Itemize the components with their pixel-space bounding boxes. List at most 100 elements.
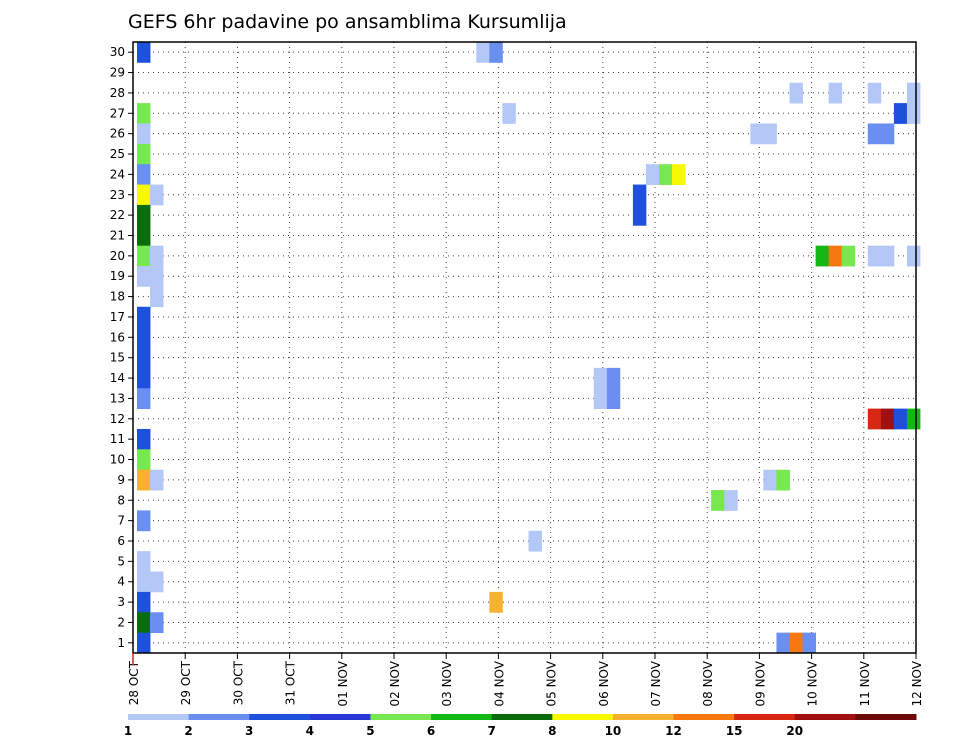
y-tick-label: 28 <box>110 86 125 100</box>
colorbar: 1 2 3 4 5 6 7 8 10 12 15 20 <box>124 714 917 738</box>
heatmap-cell <box>867 245 882 267</box>
colorbar-label: 8 <box>548 724 556 738</box>
y-tick-label: 25 <box>110 147 125 161</box>
chart-title: GEFS 6hr padavine po ansamblima Kursumli… <box>128 11 567 33</box>
heatmap-cell <box>137 571 151 593</box>
heatmap-cell <box>137 510 151 532</box>
heatmap-cell <box>880 245 895 267</box>
x-tick-label: 03 NOV <box>440 660 454 706</box>
heatmap-cell <box>867 123 882 145</box>
y-tick-label: 24 <box>110 167 125 181</box>
colorbar-label: 2 <box>184 724 192 738</box>
x-tick-label: 30 OCT <box>231 660 245 705</box>
heatmap-cells <box>137 42 921 654</box>
heatmap-cell <box>828 245 843 267</box>
colorbar-swatch <box>612 714 675 720</box>
y-tick-label: 20 <box>110 249 125 263</box>
heatmap-cell <box>137 143 151 165</box>
x-tick-label: 29 OCT <box>179 660 193 705</box>
heatmap-cell <box>645 164 660 185</box>
heatmap-cell <box>763 469 777 491</box>
y-tick-label: 30 <box>110 45 125 59</box>
colorbar-swatch <box>673 714 735 720</box>
heatmap-cell <box>776 632 790 654</box>
heatmap-cell <box>789 82 803 104</box>
heatmap-cell <box>489 591 503 613</box>
y-tick-label: 2 <box>117 615 125 629</box>
heatmap-cell <box>906 245 921 267</box>
y-tick-label: 23 <box>110 188 125 202</box>
y-tick-label: 3 <box>117 595 125 609</box>
heatmap-cell <box>137 388 151 409</box>
grid-lines <box>133 42 916 653</box>
x-tick-label: 11 NOV <box>858 660 872 706</box>
heatmap-cell <box>502 103 516 124</box>
heatmap-cell <box>593 367 608 389</box>
x-tick-label: 04 NOV <box>492 660 506 706</box>
y-tick-label: 17 <box>110 310 125 324</box>
heatmap-cell <box>137 367 151 389</box>
x-axis: 28 OCT 29 OCT 30 OCT 31 OCT 01 NOV 02 NOV 03 N… <box>127 653 924 707</box>
colorbar-label: 20 <box>786 724 803 738</box>
heatmap-cell <box>528 530 542 552</box>
x-tick-label: 05 NOV <box>545 660 559 706</box>
y-tick-label: 5 <box>117 554 125 568</box>
x-tick-label: 08 NOV <box>701 660 715 706</box>
y-tick-label: 10 <box>110 453 125 467</box>
y-tick-label: 12 <box>110 412 125 426</box>
heatmap-cell <box>137 632 151 654</box>
colorbar-swatch <box>128 714 190 720</box>
heatmap-cell <box>880 123 895 145</box>
y-tick-label: 16 <box>110 330 125 344</box>
heatmap-cell <box>489 42 503 63</box>
heatmap-cell <box>776 469 790 491</box>
heatmap-cell <box>137 449 151 471</box>
heatmap-cell <box>137 266 151 287</box>
colorbar-label: 5 <box>366 724 374 738</box>
heatmap-cell <box>137 42 151 63</box>
colorbar-swatch <box>491 714 553 720</box>
heatmap-cell <box>763 123 777 145</box>
heatmap-cell <box>137 612 151 634</box>
x-tick-label: 07 NOV <box>649 660 663 706</box>
y-axis: 1234567891011121314151617181920212223242… <box>110 45 133 650</box>
y-tick-label: 15 <box>110 351 125 365</box>
heatmap-cell <box>150 469 164 491</box>
x-tick-label: 02 NOV <box>388 660 402 706</box>
x-tick-label: 10 NOV <box>806 660 820 706</box>
colorbar-label: 4 <box>306 724 314 738</box>
heatmap-cell <box>906 82 921 104</box>
colorbar-swatch <box>370 714 432 720</box>
colorbar-swatch <box>552 714 614 720</box>
colorbar-swatch <box>249 714 311 720</box>
y-tick-label: 26 <box>110 127 125 141</box>
heatmap-cell <box>867 82 882 104</box>
heatmap-cell <box>815 245 830 267</box>
y-tick-label: 14 <box>110 371 125 385</box>
y-tick-label: 6 <box>117 534 125 548</box>
heatmap-cell <box>632 184 647 206</box>
x-tick-label: 09 NOV <box>753 660 767 706</box>
colorbar-swatch <box>734 714 796 720</box>
colorbar-swatch <box>309 714 371 720</box>
heatmap-cell <box>137 204 151 226</box>
heatmap-cell <box>137 245 151 267</box>
heatmap-cell <box>150 184 164 206</box>
heatmap-cell <box>476 42 490 63</box>
heatmap-cell <box>137 123 151 145</box>
heatmap-cell <box>137 469 151 491</box>
heatmap-cell <box>659 164 673 185</box>
colorbar-label: 3 <box>245 724 253 738</box>
y-tick-label: 19 <box>110 269 125 283</box>
colorbar-label: 10 <box>605 724 622 738</box>
heatmap-cell <box>711 490 725 511</box>
heatmap-cell <box>880 408 895 430</box>
y-tick-label: 7 <box>117 514 125 528</box>
heatmap-cell <box>906 103 921 124</box>
y-tick-label: 13 <box>110 391 125 405</box>
heatmap-cell <box>593 388 608 409</box>
heatmap-cell <box>606 367 621 389</box>
y-tick-label: 21 <box>110 228 125 242</box>
heatmap-cell <box>150 286 164 308</box>
x-tick-label: 28 OCT <box>127 660 141 705</box>
